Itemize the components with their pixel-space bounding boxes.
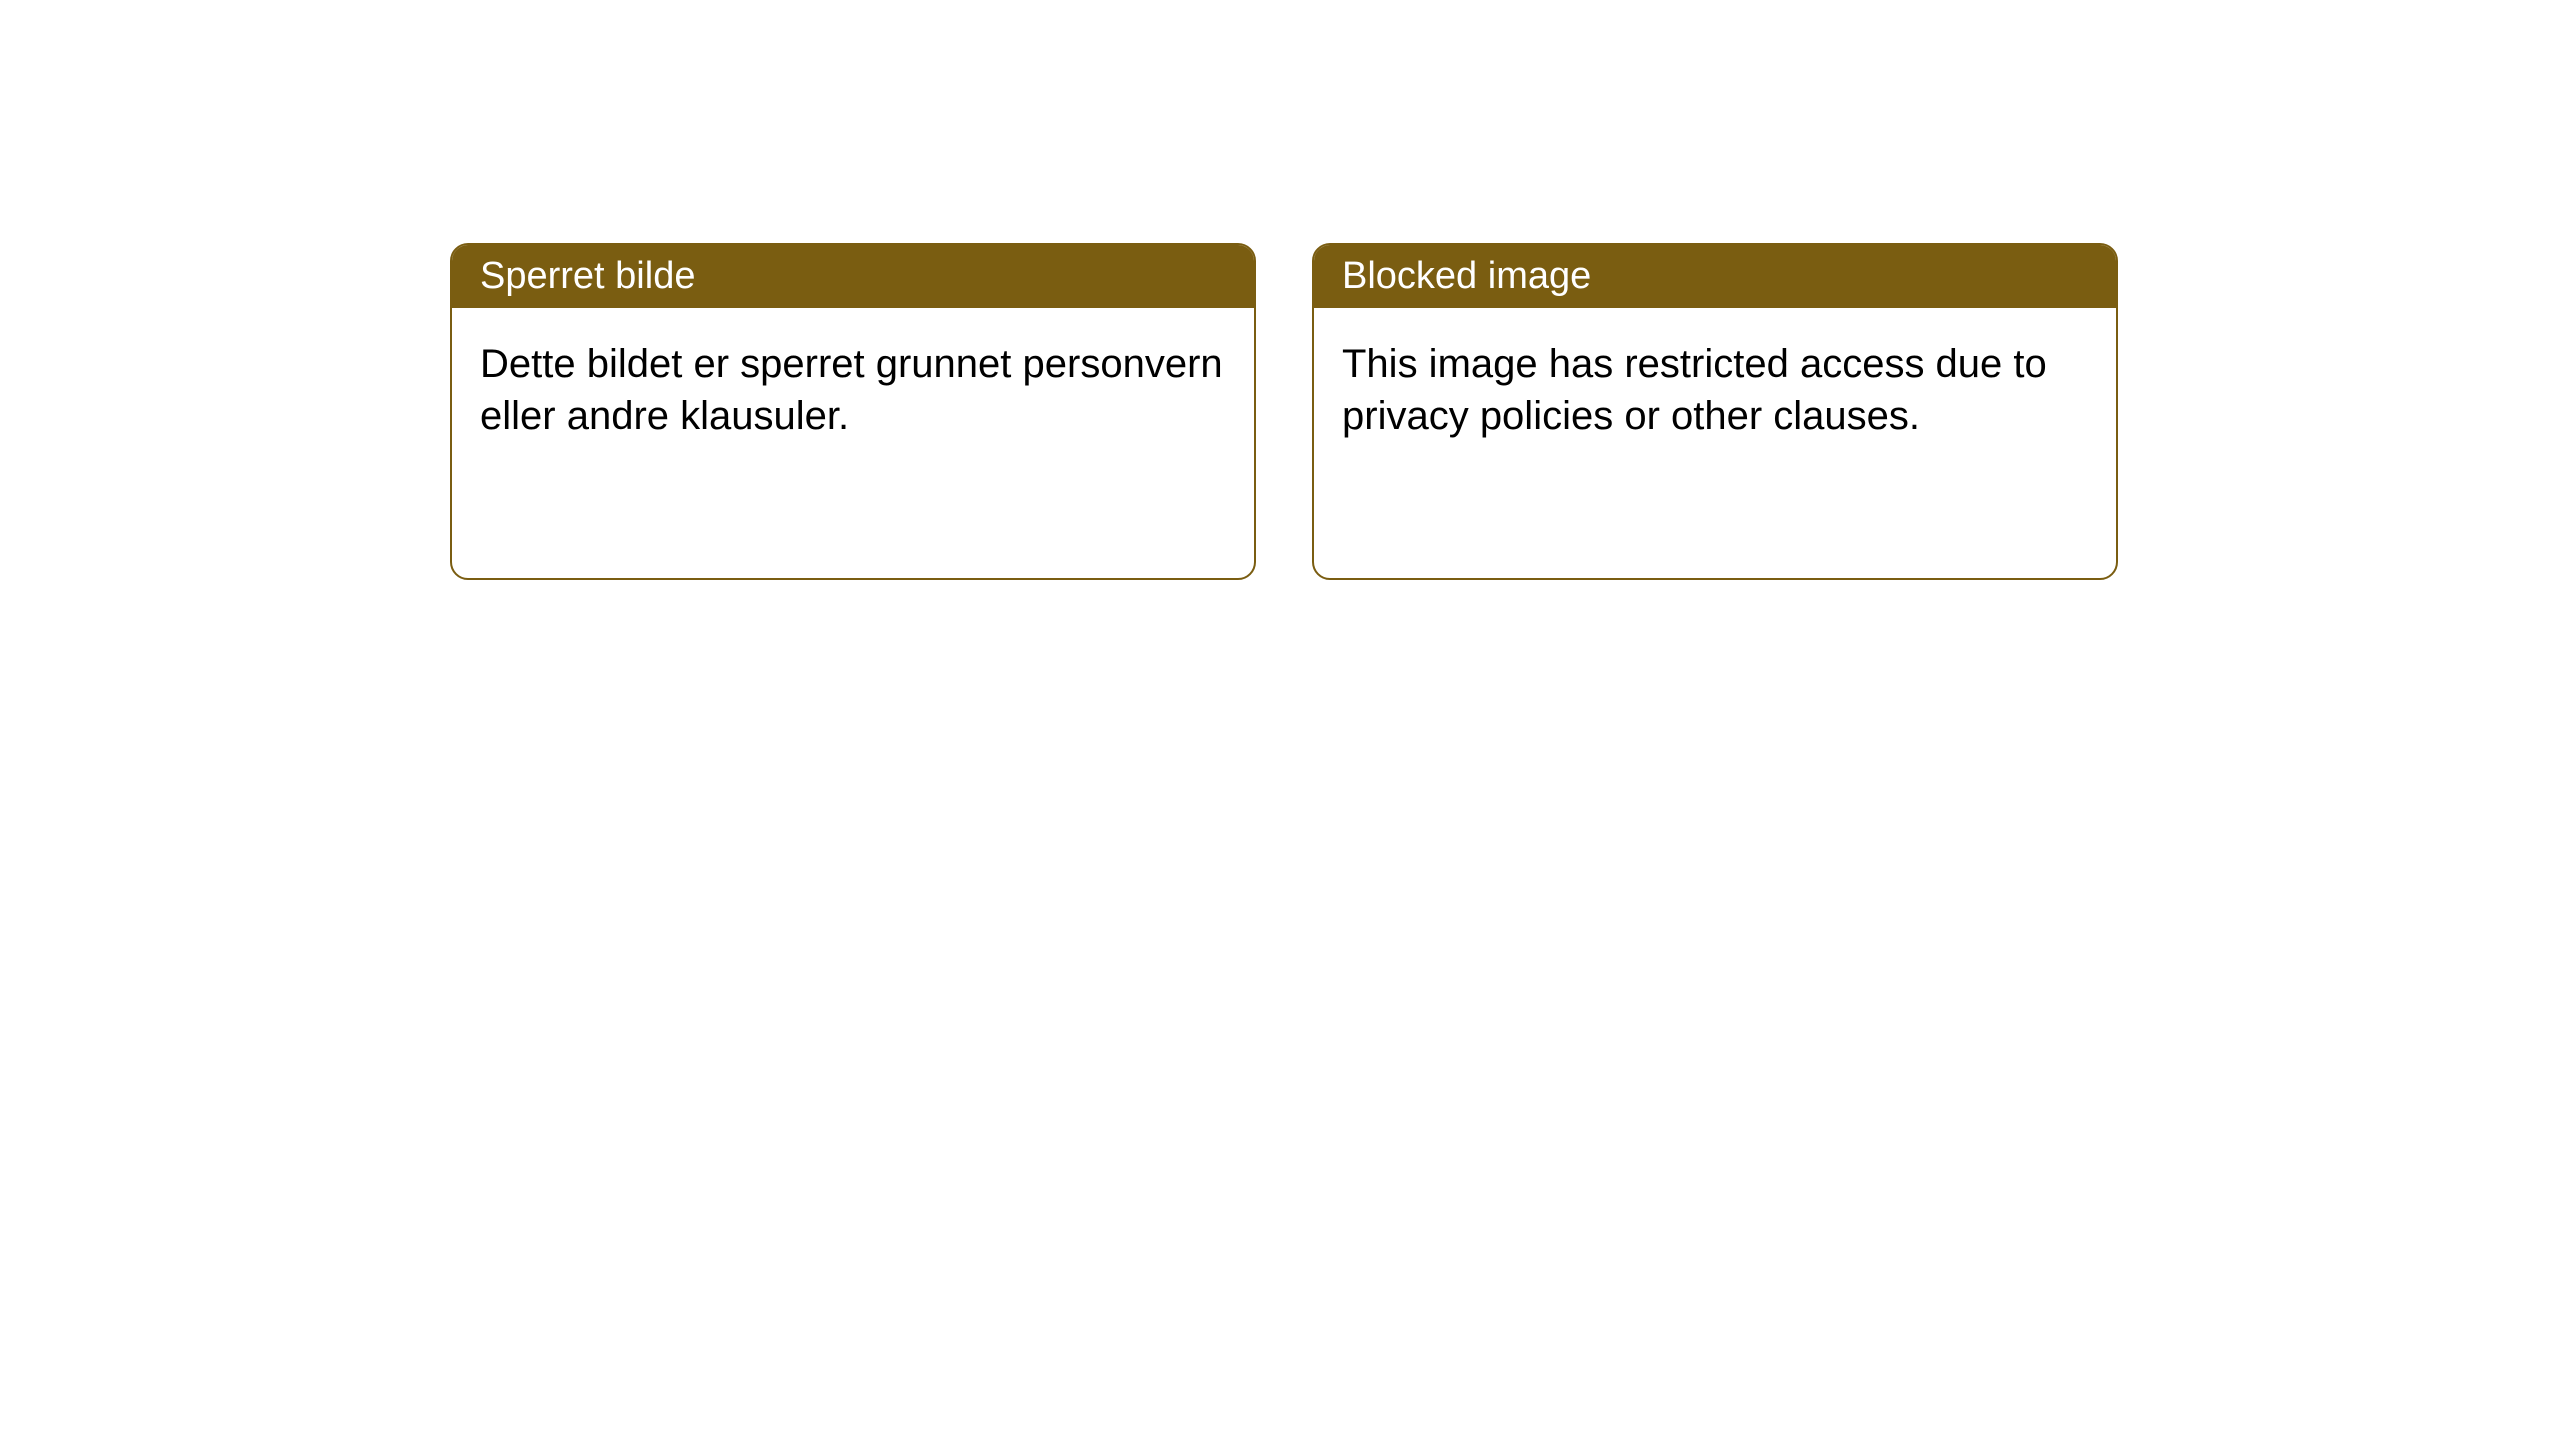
- notice-body-en: This image has restricted access due to …: [1314, 308, 2116, 472]
- notice-header-no: Sperret bilde: [452, 245, 1254, 308]
- notice-card-no: Sperret bilde Dette bildet er sperret gr…: [450, 243, 1256, 580]
- notice-title-en: Blocked image: [1342, 255, 1591, 297]
- notice-card-en: Blocked image This image has restricted …: [1312, 243, 2118, 580]
- notice-container: Sperret bilde Dette bildet er sperret gr…: [0, 0, 2560, 580]
- notice-body-no: Dette bildet er sperret grunnet personve…: [452, 308, 1254, 472]
- notice-text-no: Dette bildet er sperret grunnet personve…: [480, 342, 1223, 438]
- notice-title-no: Sperret bilde: [480, 255, 695, 297]
- notice-header-en: Blocked image: [1314, 245, 2116, 308]
- notice-text-en: This image has restricted access due to …: [1342, 342, 2047, 438]
